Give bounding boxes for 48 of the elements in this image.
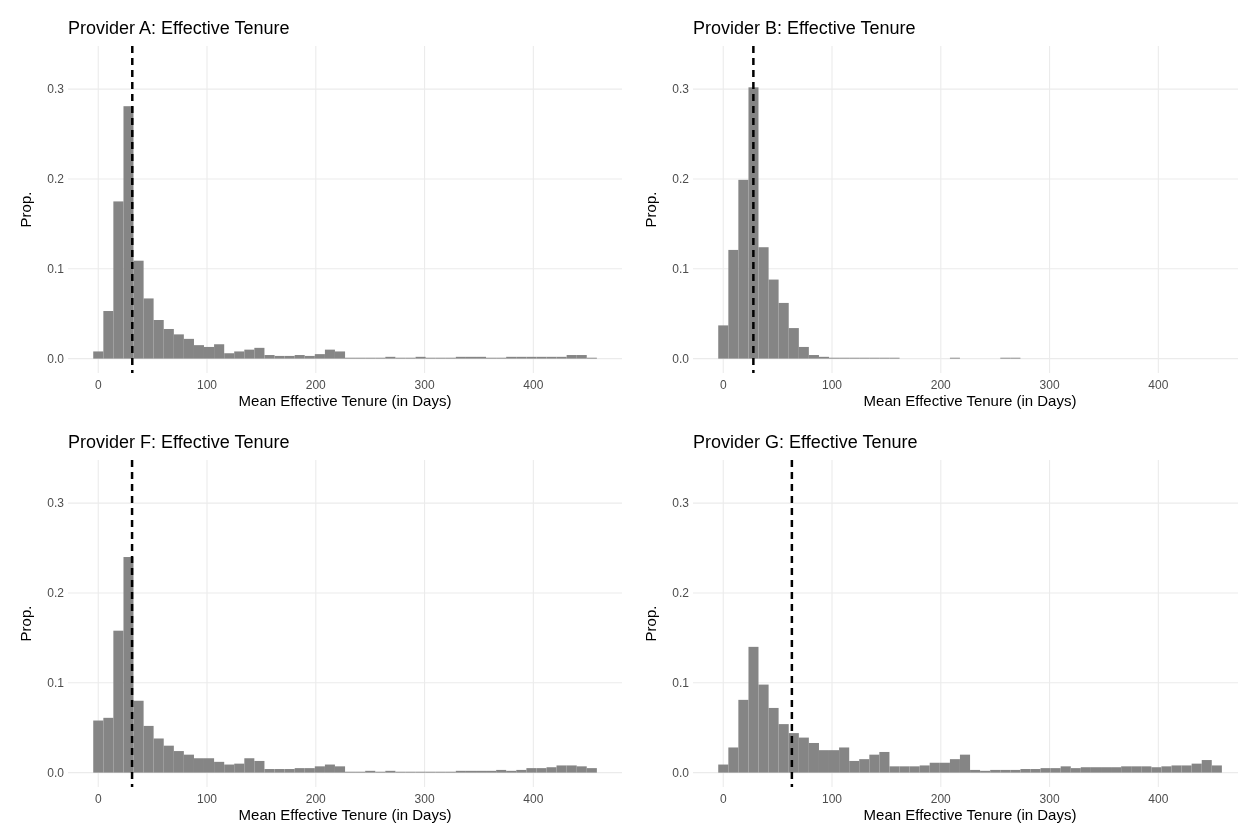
y-tick-label: 0.3 <box>47 82 65 97</box>
y-tick-label: 0.1 <box>47 261 65 276</box>
x-tick-label: 0 <box>719 378 727 392</box>
y-tick-label: 0.2 <box>672 585 690 600</box>
x-tick-label: 100 <box>197 378 218 392</box>
x-axis-title: Mean Effective Tenure (in Days) <box>863 392 1077 409</box>
y-tick-label: 0.1 <box>47 675 65 690</box>
y-tick-label: 0.3 <box>47 496 65 511</box>
x-tick-label: 400 <box>523 792 544 806</box>
y-tick-label: 0.0 <box>47 765 65 780</box>
x-tick-label: 300 <box>414 792 435 806</box>
x-tick-label: 0 <box>94 792 102 806</box>
x-tick-label: 300 <box>414 378 435 392</box>
x-axis-title: Mean Effective Tenure (in Days) <box>863 806 1077 823</box>
y-axis-title: Prop. <box>17 191 34 228</box>
y-tick-label: 0.1 <box>672 261 690 276</box>
x-tick-label: 400 <box>523 378 544 392</box>
x-tick-label: 400 <box>1148 792 1169 806</box>
y-tick-label: 0.3 <box>672 82 690 97</box>
x-tick-label: 200 <box>930 378 952 392</box>
x-tick-label: 200 <box>305 378 327 392</box>
x-tick-label: 100 <box>197 792 218 806</box>
x-tick-label: 0 <box>94 378 102 392</box>
y-tick-label: 0.1 <box>672 675 690 690</box>
y-tick-label: 0.3 <box>672 496 690 511</box>
x-tick-label: 300 <box>1039 378 1060 392</box>
y-tick-label: 0.2 <box>672 171 690 186</box>
y-axis-title: Prop. <box>642 605 659 642</box>
y-axis-title: Prop. <box>642 191 659 228</box>
y-tick-label: 0.2 <box>47 171 65 186</box>
chart-title: Provider G: Effective Tenure <box>693 432 918 452</box>
x-tick-label: 300 <box>1039 792 1060 806</box>
x-tick-label: 0 <box>719 792 727 806</box>
y-tick-label: 0.2 <box>47 585 65 600</box>
chart-title: Provider F: Effective Tenure <box>68 432 290 452</box>
y-tick-label: 0.0 <box>47 351 65 366</box>
y-tick-label: 0.0 <box>672 765 690 780</box>
x-tick-label: 400 <box>1148 378 1169 392</box>
y-axis-title: Prop. <box>17 605 34 642</box>
x-tick-label: 100 <box>822 792 843 806</box>
x-tick-label: 200 <box>930 792 952 806</box>
x-tick-label: 200 <box>305 792 327 806</box>
chart-title: Provider A: Effective Tenure <box>68 18 290 38</box>
x-axis-title: Mean Effective Tenure (in Days) <box>238 392 452 409</box>
x-axis-title: Mean Effective Tenure (in Days) <box>238 806 452 823</box>
x-tick-label: 100 <box>822 378 843 392</box>
y-tick-label: 0.0 <box>672 351 690 366</box>
chart-title: Provider B: Effective Tenure <box>693 18 916 38</box>
